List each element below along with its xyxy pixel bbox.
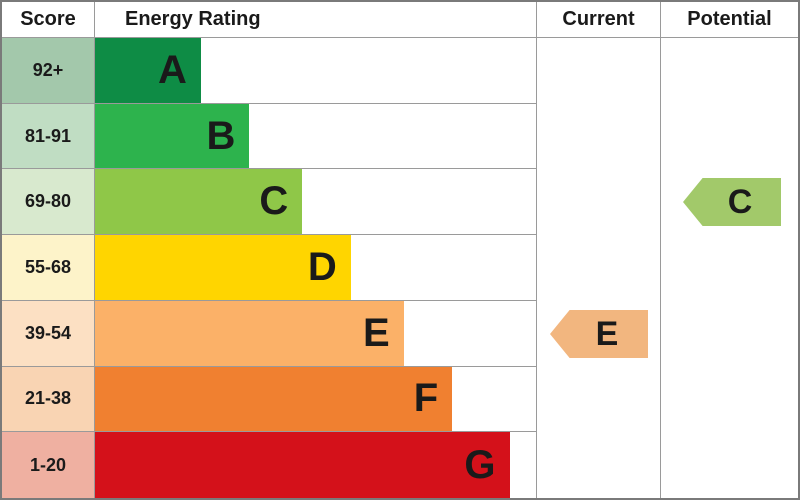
rating-row: B <box>95 103 537 170</box>
rating-letter: A <box>157 47 187 92</box>
score-cell: 55-68 <box>2 235 95 301</box>
potential-column: C <box>661 38 798 498</box>
score-cell: 69-80 <box>2 169 95 236</box>
score-cell: 21-38 <box>2 366 95 433</box>
score-cell: 1-20 <box>2 432 95 498</box>
current-rating-letter: E <box>595 314 619 353</box>
header-score: Score <box>2 2 95 38</box>
score-cell: 92+ <box>2 38 95 104</box>
current-arrow: E <box>550 310 648 358</box>
rating-row: A <box>95 38 537 104</box>
rating-row: G <box>95 432 537 498</box>
rating-bar: B <box>95 103 250 169</box>
rating-letter: B <box>206 113 236 158</box>
rating-bar: G <box>95 432 510 498</box>
current-column: E <box>537 38 661 498</box>
rating-bar: E <box>95 300 404 366</box>
score-cell: 39-54 <box>2 300 95 367</box>
rating-letter: G <box>464 442 496 487</box>
rating-row: E <box>95 300 537 367</box>
header-energy-rating: Energy Rating <box>95 2 537 38</box>
header-potential: Potential <box>661 2 798 38</box>
header-current: Current <box>537 2 661 38</box>
rating-bar: D <box>95 235 351 300</box>
rating-bar: F <box>95 366 453 432</box>
rating-row: F <box>95 366 537 433</box>
rating-letter: C <box>259 179 289 224</box>
rating-letter: F <box>413 376 439 421</box>
score-cell: 81-91 <box>2 103 95 170</box>
rating-letter: E <box>363 310 390 355</box>
potential-rating-letter: C <box>727 182 753 221</box>
rating-bar: C <box>95 169 303 235</box>
rating-letter: D <box>307 244 337 289</box>
potential-arrow: C <box>683 178 781 226</box>
rating-row: D <box>95 235 537 301</box>
rating-bar: A <box>95 38 201 103</box>
rating-row: C <box>95 169 537 236</box>
